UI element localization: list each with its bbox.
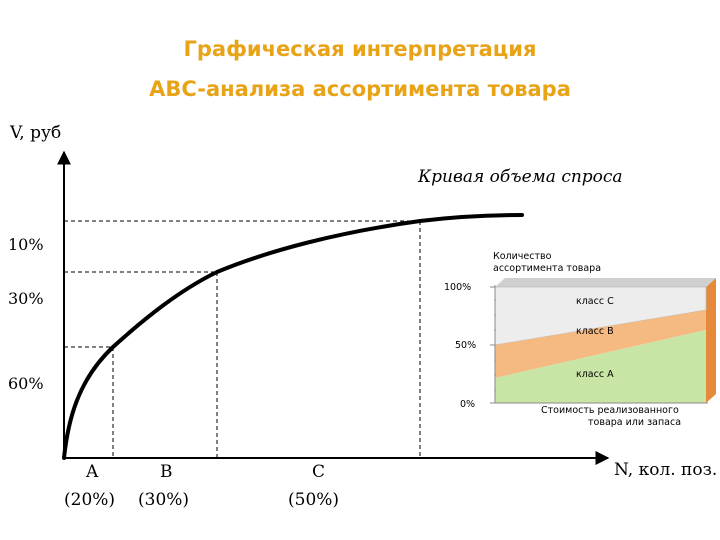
- inset-y-tick-0: 0%: [460, 399, 475, 410]
- inset-top-face: [495, 278, 716, 287]
- y-axis-label: V, руб: [9, 123, 61, 143]
- group-b-letter: B: [160, 462, 173, 482]
- class-c-label: класс С: [576, 296, 614, 307]
- region-class-b: [495, 310, 706, 378]
- group-c-share: (50%): [288, 490, 339, 510]
- class-a-label: класс А: [576, 369, 614, 380]
- group-c-letter: C: [312, 462, 325, 482]
- inset-chart: Количество ассортимента товара 100% 50% …: [444, 251, 716, 428]
- curve-label: Кривая объема спроса: [417, 167, 623, 187]
- class-b-label: класс В: [576, 326, 614, 337]
- inset-x-title-1: Стоимость реализованного: [541, 405, 679, 416]
- inset-side-face: [706, 278, 716, 403]
- y-tick-10: 10%: [8, 235, 44, 254]
- group-a-letter: A: [85, 462, 99, 482]
- inset-y-tick-50: 50%: [455, 340, 476, 351]
- inset-y-tick-100: 100%: [444, 282, 471, 293]
- guide-lines: [64, 220, 421, 458]
- inset-x-dots: [494, 299, 496, 391]
- region-class-a: [495, 330, 706, 403]
- group-a-share: (20%): [64, 490, 115, 510]
- group-b-share: (30%): [138, 490, 189, 510]
- y-tick-30: 30%: [8, 289, 44, 308]
- page-title-line1: Графическая интерпретация: [183, 37, 537, 61]
- page-title-line2: ABC-анализа ассортимента товара: [149, 77, 571, 101]
- inset-x-title-2: товара или запаса: [588, 417, 681, 428]
- inset-y-title-2: ассортимента товара: [493, 263, 601, 274]
- inset-y-title-1: Количество: [493, 251, 552, 262]
- x-axis-label: N, кол. поз.: [614, 460, 717, 480]
- demand-curve: [62, 213, 524, 460]
- y-tick-60: 60%: [8, 374, 44, 393]
